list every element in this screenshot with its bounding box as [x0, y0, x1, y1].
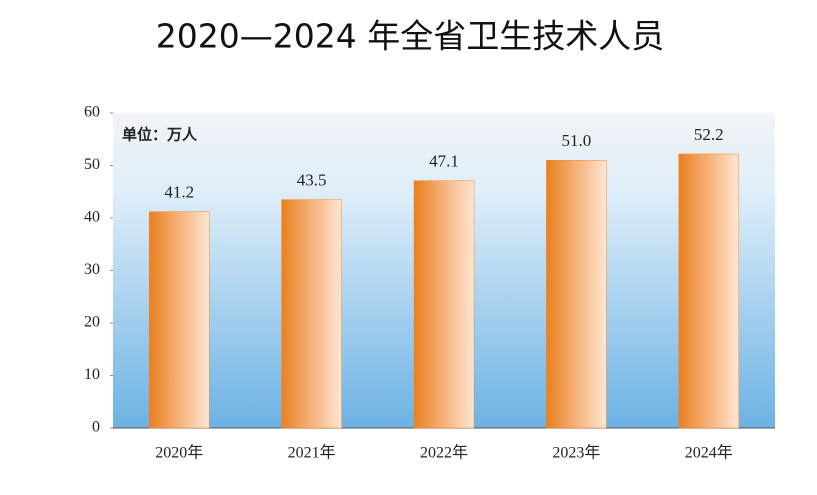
- data-label: 43.5: [297, 171, 327, 190]
- data-label: 47.1: [429, 152, 459, 171]
- x-tick-label: 2023年: [552, 444, 600, 462]
- x-tick-label: 2020年: [155, 444, 203, 462]
- x-tick-label: 2024年: [685, 444, 733, 462]
- x-tick-label: 2021年: [288, 444, 336, 462]
- y-tick-label: 20: [84, 314, 100, 331]
- y-tick-label: 50: [84, 156, 100, 173]
- bar: [281, 199, 342, 429]
- y-tick-label: 30: [84, 261, 100, 278]
- x-tick-label: 2022年: [420, 444, 468, 462]
- unit-label: 单位：万人: [122, 125, 198, 143]
- bar: [546, 160, 607, 429]
- data-label: 52.2: [694, 125, 724, 144]
- y-tick-label: 60: [84, 104, 100, 121]
- bar: [413, 180, 475, 429]
- bar: [148, 211, 210, 429]
- bar: [678, 153, 740, 429]
- data-label: 51.0: [562, 131, 592, 150]
- data-label: 41.2: [164, 183, 194, 202]
- y-tick-label: 0: [92, 419, 100, 436]
- y-tick-label: 40: [84, 209, 100, 226]
- chart-title: 2020—2024 年全省卫生技术人员: [156, 17, 664, 56]
- y-tick-label: 10: [84, 366, 100, 383]
